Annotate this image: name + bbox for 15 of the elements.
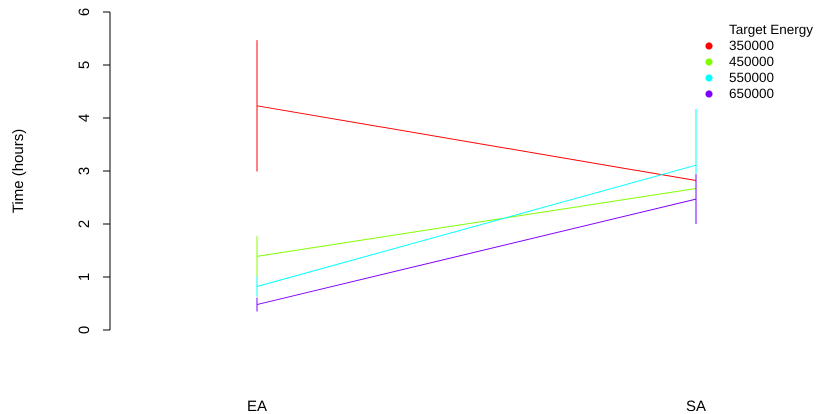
x-tick-label: SA [686, 398, 706, 414]
y-tick-label: 0 [76, 326, 93, 334]
y-tick-label: 6 [76, 8, 93, 16]
y-tick-label: 5 [76, 60, 93, 70]
legend-label: 450000 [729, 54, 774, 70]
legend-label: 650000 [729, 86, 774, 102]
y-tick-label: 1 [76, 272, 93, 282]
y-tick-label: 4 [76, 114, 93, 122]
y-axis-title: Time (hours) [10, 128, 27, 214]
x-tick-label: EA [246, 398, 268, 414]
legend-title: Target Energy [728, 22, 814, 38]
y-tick-label: 3 [76, 166, 93, 176]
legend-label: 350000 [729, 38, 774, 54]
legend-label: 550000 [729, 70, 774, 86]
y-tick-label: 2 [76, 220, 93, 228]
